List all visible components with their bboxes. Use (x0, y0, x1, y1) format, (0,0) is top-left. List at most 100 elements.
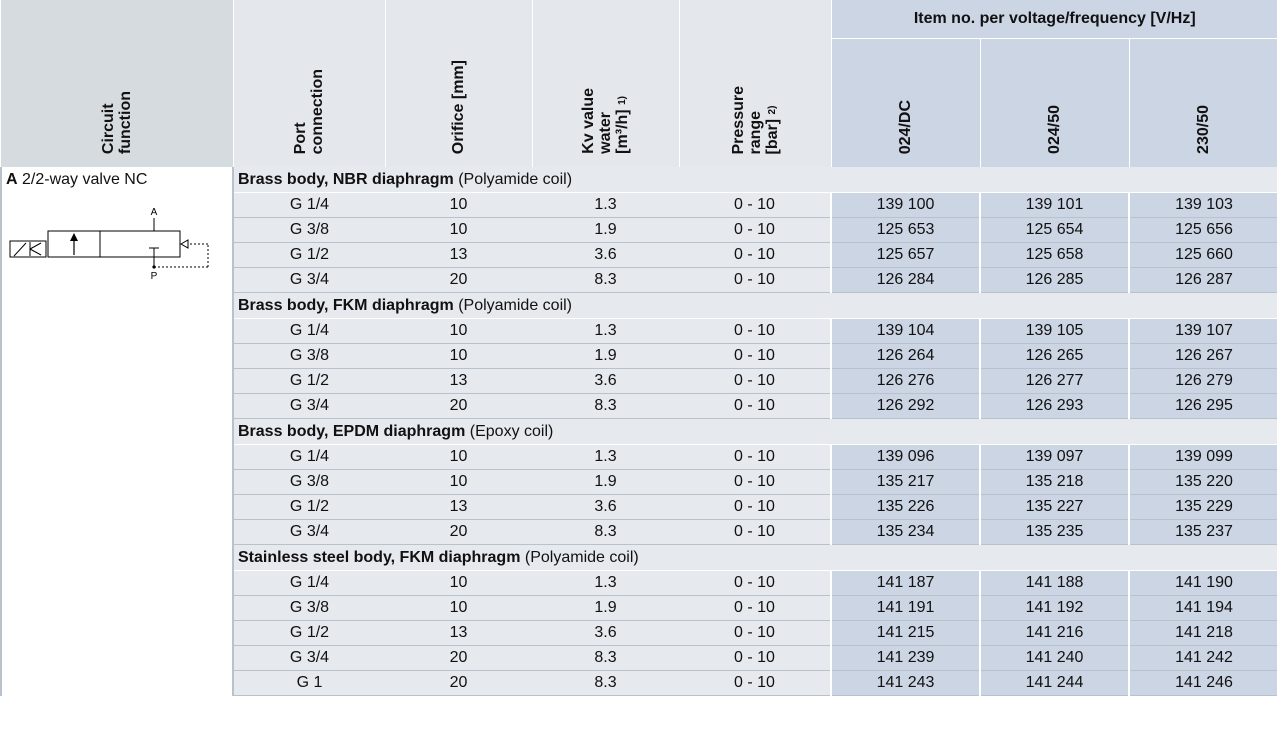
pressure-range-cell: 0 - 10 (679, 343, 831, 369)
pressure-range-cell: 0 - 10 (679, 242, 831, 268)
port-connection-cell: G 1/2 (233, 368, 385, 394)
item-number-cell: 141 216 (979, 620, 1129, 646)
kv-value-cell: 1.9 (532, 469, 679, 495)
item-number-cell: 141 243 (830, 670, 980, 696)
pressure-range-cell: 0 - 10 (679, 192, 831, 218)
header-circuit-function-label: Circuit function (99, 90, 134, 154)
kv-value-cell: 1.3 (532, 570, 679, 596)
orifice-cell: 20 (385, 267, 532, 293)
orifice-cell: 13 (385, 494, 532, 520)
orifice-cell: 13 (385, 368, 532, 394)
item-number-cell: 139 097 (979, 444, 1129, 470)
port-connection-cell: G 3/8 (233, 469, 385, 495)
item-number-cell: 125 660 (1128, 242, 1277, 268)
header-voltage-1: 024/50 (979, 38, 1129, 167)
port-connection-cell: G 3/4 (233, 267, 385, 293)
section-title-note: (Polyamide coil) (524, 548, 639, 566)
valve-symbol-icon: A P (9, 207, 209, 282)
orifice-cell: 20 (385, 393, 532, 419)
orifice-cell: 10 (385, 217, 532, 243)
kv-value-cell: 1.9 (532, 595, 679, 621)
item-number-cell: 141 188 (979, 570, 1129, 596)
pressure-range-cell: 0 - 10 (679, 368, 831, 394)
port-connection-cell: G 3/8 (233, 217, 385, 243)
item-number-cell: 125 654 (979, 217, 1129, 243)
port-connection-cell: G 1/4 (233, 318, 385, 344)
table-row: G 1/4 10 1.3 0 - 10 139 104 139 105 139 107 (1, 318, 1277, 344)
pressure-range-cell: 0 - 10 (679, 570, 831, 596)
header-orifice-label: Orifice [mm] (450, 59, 467, 154)
table-row: G 3/8 10 1.9 0 - 10 135 217 135 218 135 220 (1, 469, 1277, 495)
item-number-cell: 139 101 (979, 192, 1129, 218)
orifice-cell: 10 (385, 444, 532, 470)
table-body: A 2/2-way valve NC A P Brass body, NBR d… (0, 167, 1277, 696)
circuit-letter: A (6, 171, 18, 188)
kv-value-cell: 8.3 (532, 267, 679, 293)
header-kv-value-label: Kv value water [m³/h] 1) (580, 88, 631, 154)
item-number-cell: 139 103 (1128, 192, 1277, 218)
item-number-cell: 126 277 (979, 368, 1129, 394)
kv-value-cell: 1.3 (532, 318, 679, 344)
item-number-cell: 126 292 (830, 393, 980, 419)
table-row: G 3/4 20 8.3 0 - 10 135 234 135 235 135 237 (1, 519, 1277, 545)
orifice-cell: 10 (385, 343, 532, 369)
section-title-bold: Stainless steel body, FKM diaphragm (238, 548, 521, 566)
item-number-cell: 135 226 (830, 494, 980, 520)
item-number-cell: 126 284 (830, 267, 980, 293)
header-voltage-row: 024/DC 024/50 230/50 (1, 38, 1277, 167)
table-row: G 1/2 13 3.6 0 - 10 126 276 126 277 126 279 (1, 368, 1277, 394)
item-number-cell: 126 265 (979, 343, 1129, 369)
section-header-row: Brass body, FKM diaphragm (Polyamide coi… (1, 292, 1277, 319)
orifice-cell: 13 (385, 620, 532, 646)
port-connection-cell: G 3/4 (233, 393, 385, 419)
kv-value-cell: 3.6 (532, 620, 679, 646)
section-title-bold: Brass body, NBR diaphragm (238, 170, 454, 188)
section-title: Brass body, NBR diaphragm (Polyamide coi… (233, 167, 1277, 193)
table-row: G 1/2 13 3.6 0 - 10 141 215 141 216 141 218 (1, 620, 1277, 646)
kv-value-cell: 8.3 (532, 519, 679, 545)
item-number-cell: 135 237 (1128, 519, 1277, 545)
item-number-cell: 125 656 (1128, 217, 1277, 243)
item-number-cell: 141 242 (1128, 645, 1277, 671)
item-number-cell: 126 295 (1128, 393, 1277, 419)
section-header-row: Stainless steel body, FKM diaphragm (Pol… (1, 544, 1277, 571)
header-port-connection-label: Port connection (292, 68, 326, 154)
port-connection-cell: G 3/4 (233, 519, 385, 545)
kv-footnote: 1) (617, 96, 628, 106)
port-connection-cell: G 3/4 (233, 645, 385, 671)
item-number-cell: 141 244 (979, 670, 1129, 696)
item-number-cell: 139 100 (830, 192, 980, 218)
header-voltage-0: 024/DC (830, 38, 980, 167)
item-number-cell: 141 190 (1128, 570, 1277, 596)
table-row: G 1/2 13 3.6 0 - 10 135 226 135 227 135 229 (1, 494, 1277, 520)
pressure-range-cell: 0 - 10 (679, 670, 831, 696)
section-title: Brass body, FKM diaphragm (Polyamide coi… (233, 292, 1277, 319)
orifice-cell: 20 (385, 519, 532, 545)
table-row: G 3/8 10 1.9 0 - 10 125 653 125 654 125 656 (1, 217, 1277, 243)
kv-value-cell: 3.6 (532, 242, 679, 268)
port-connection-cell: G 3/8 (233, 343, 385, 369)
item-number-cell: 126 293 (979, 393, 1129, 419)
item-number-cell: 141 191 (830, 595, 980, 621)
section-title-note: (Polyamide coil) (458, 296, 572, 314)
item-number-cell: 126 276 (830, 368, 980, 394)
orifice-cell: 10 (385, 595, 532, 621)
table-row: G 3/4 20 8.3 0 - 10 126 292 126 293 126 295 (1, 393, 1277, 419)
voltage-label-1: 024/50 (1046, 105, 1063, 154)
item-number-cell: 135 217 (830, 469, 980, 495)
section-title-bold: Brass body, EPDM diaphragm (238, 422, 466, 440)
section-header-row: Brass body, EPDM diaphragm (Epoxy coil) (1, 418, 1277, 445)
orifice-cell: 13 (385, 242, 532, 268)
header-pressure-range-label: Pressure range [bar] 2) (730, 86, 781, 155)
kv-value-cell: 3.6 (532, 368, 679, 394)
port-connection-cell: G 3/8 (233, 595, 385, 621)
item-number-cell: 135 229 (1128, 494, 1277, 520)
kv-value-cell: 8.3 (532, 670, 679, 696)
orifice-cell: 20 (385, 670, 532, 696)
item-number-cell: 126 267 (1128, 343, 1277, 369)
kv-value-cell: 8.3 (532, 645, 679, 671)
pressure-range-cell: 0 - 10 (679, 494, 831, 520)
header-circuit-function: Circuit function (1, 0, 233, 167)
table-row: G 3/8 10 1.9 0 - 10 141 191 141 192 141 194 (1, 595, 1277, 621)
pressure-range-cell: 0 - 10 (679, 217, 831, 243)
